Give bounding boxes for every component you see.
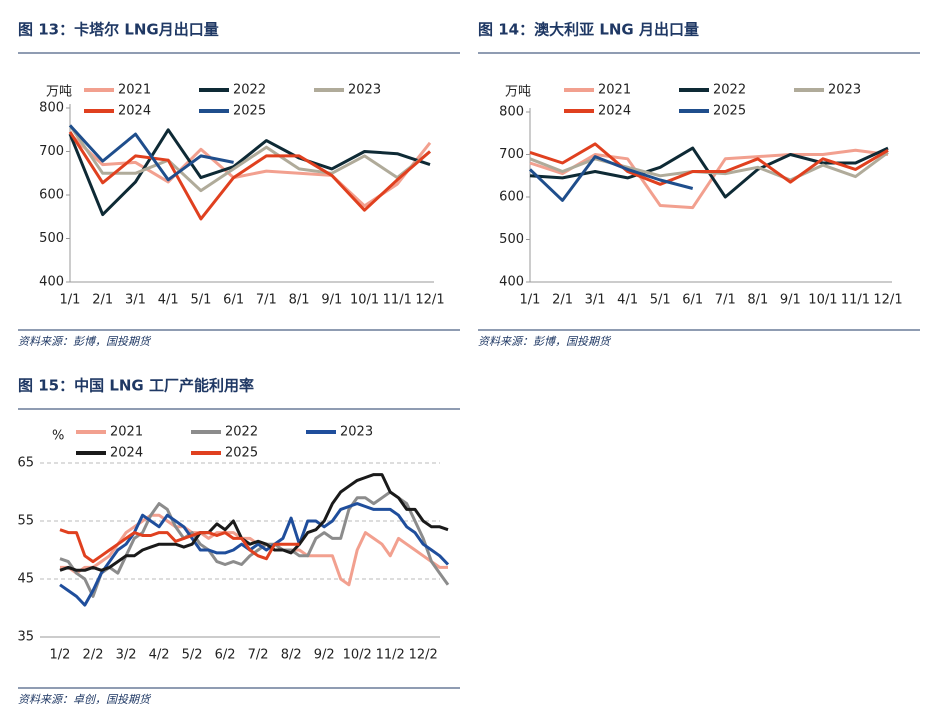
- unit-label: 万吨: [46, 85, 72, 100]
- source: 资料来源：彭博，国投期货: [478, 335, 612, 348]
- legend-label: 2022: [225, 425, 258, 440]
- legend-label: 2023: [828, 83, 861, 98]
- x-tick-label: 1/1: [60, 293, 81, 308]
- x-tick-label: 12/1: [415, 293, 444, 308]
- x-tick-label: 1/1: [520, 293, 541, 308]
- x-tick-label: 11/1: [383, 293, 412, 308]
- y-tick-label: 600: [39, 188, 64, 203]
- series-line: [68, 133, 432, 208]
- x-tick-label: 9/1: [780, 293, 801, 308]
- y-tick-label: 55: [17, 514, 34, 529]
- x-tick-label: 3/1: [125, 293, 146, 308]
- legend-label: 2022: [233, 83, 266, 98]
- x-tick-label: 5/2: [182, 648, 203, 663]
- x-tick-label: 7/1: [715, 293, 736, 308]
- legend-label: 2025: [713, 104, 746, 119]
- x-tick-label: 10/2: [343, 648, 372, 663]
- series-line: [59, 528, 300, 564]
- x-tick-label: 3/2: [116, 648, 137, 663]
- series-line: [528, 155, 694, 202]
- y-tick-label: 600: [499, 190, 524, 205]
- series-line: [68, 128, 431, 217]
- y-tick-label: 700: [39, 144, 64, 159]
- y-tick-label: 800: [39, 101, 64, 116]
- x-tick-label: 6/2: [215, 648, 236, 663]
- y-tick-label: 35: [17, 630, 34, 645]
- x-tick-label: 10/1: [808, 293, 837, 308]
- y-tick-label: 400: [499, 275, 524, 290]
- legend-label: 2025: [225, 446, 258, 461]
- legend-label: 2023: [340, 425, 373, 440]
- chart-title: 图 14：澳大利亚 LNG 月出口量: [478, 21, 699, 39]
- y-tick-label: 500: [499, 232, 524, 247]
- x-tick-label: 7/1: [256, 293, 277, 308]
- x-tick-label: 6/1: [682, 293, 703, 308]
- x-tick-label: 7/2: [248, 648, 269, 663]
- x-tick-label: 2/1: [552, 293, 573, 308]
- series-line: [529, 142, 889, 186]
- x-tick-label: 8/2: [281, 648, 302, 663]
- y-tick-label: 400: [39, 275, 64, 290]
- series-line: [59, 502, 450, 607]
- source: 资料来源：卓创，国投期货: [18, 693, 152, 706]
- x-tick-label: 8/1: [747, 293, 768, 308]
- x-tick-label: 2/1: [92, 293, 113, 308]
- legend-label: 2024: [598, 104, 631, 119]
- x-tick-label: 11/2: [376, 648, 405, 663]
- x-tick-label: 1/2: [50, 648, 71, 663]
- x-tick-label: 2/2: [83, 648, 104, 663]
- y-tick-label: 700: [499, 147, 524, 162]
- y-tick-label: 65: [17, 456, 34, 471]
- series-line: [68, 124, 234, 182]
- x-tick-label: 5/1: [190, 293, 211, 308]
- legend-label: 2021: [118, 83, 151, 98]
- x-tick-label: 6/1: [223, 293, 244, 308]
- x-tick-label: 11/1: [841, 293, 870, 308]
- chart-title: 图 15：中国 LNG 工厂产能利用率: [18, 377, 254, 395]
- x-tick-label: 10/1: [350, 293, 379, 308]
- x-tick-label: 12/1: [873, 293, 902, 308]
- source: 资料来源：彭博，国投期货: [18, 335, 152, 348]
- x-tick-label: 4/2: [149, 648, 170, 663]
- x-tick-label: 4/1: [617, 293, 638, 308]
- series-line: [68, 124, 431, 193]
- unit-label: %: [52, 429, 64, 444]
- x-tick-label: 3/1: [585, 293, 606, 308]
- legend-label: 2021: [110, 425, 143, 440]
- series-line: [68, 131, 431, 221]
- y-tick-label: 500: [39, 231, 64, 246]
- y-tick-label: 800: [499, 105, 524, 120]
- x-tick-label: 4/1: [158, 293, 179, 308]
- x-tick-label: 5/1: [650, 293, 671, 308]
- series-line: [59, 473, 449, 572]
- chart-title: 图 13：卡塔尔 LNG月出口量: [18, 21, 219, 39]
- legend-label: 2024: [118, 104, 151, 119]
- series-line: [529, 148, 889, 210]
- legend-label: 2025: [233, 104, 266, 119]
- series-line: [529, 151, 889, 182]
- x-tick-label: 8/1: [289, 293, 310, 308]
- legend-label: 2023: [348, 83, 381, 98]
- legend-label: 2021: [598, 83, 631, 98]
- y-tick-label: 45: [17, 572, 34, 587]
- x-tick-label: 9/2: [314, 648, 335, 663]
- x-tick-label: 12/2: [409, 648, 438, 663]
- legend-label: 2022: [713, 83, 746, 98]
- x-tick-label: 9/1: [321, 293, 342, 308]
- legend-label: 2024: [110, 446, 143, 461]
- unit-label: 万吨: [505, 85, 531, 100]
